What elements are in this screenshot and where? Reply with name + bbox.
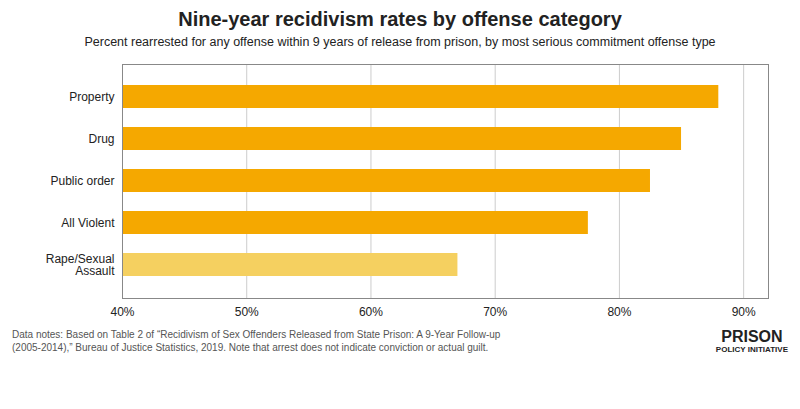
svg-text:70%: 70% bbox=[483, 305, 507, 319]
svg-text:Drug: Drug bbox=[88, 132, 114, 146]
svg-text:60%: 60% bbox=[359, 305, 383, 319]
svg-text:Rape/SexualAssault: Rape/SexualAssault bbox=[46, 252, 115, 278]
svg-text:Property: Property bbox=[69, 90, 114, 104]
svg-text:80%: 80% bbox=[607, 305, 631, 319]
svg-text:40%: 40% bbox=[110, 305, 134, 319]
svg-text:50%: 50% bbox=[235, 305, 259, 319]
html-text:Percent rearrested for any off: Percent rearrested for any offense withi… bbox=[84, 35, 716, 49]
html-text:POLICY INITIATIVE: POLICY INITIATIVE bbox=[715, 344, 788, 354]
svg-text:90%: 90% bbox=[732, 305, 756, 319]
html-text:PRISON: PRISON bbox=[721, 328, 783, 345]
svg-text:Public order: Public order bbox=[50, 174, 114, 188]
html-text:Data notes: Based on Table 2 o: Data notes: Based on Table 2 of “Recidiv… bbox=[12, 329, 501, 354]
svg-text:All Violent: All Violent bbox=[61, 216, 115, 230]
html-text:Nine-year recidivism rates by: Nine-year recidivism rates by offense ca… bbox=[178, 8, 622, 30]
